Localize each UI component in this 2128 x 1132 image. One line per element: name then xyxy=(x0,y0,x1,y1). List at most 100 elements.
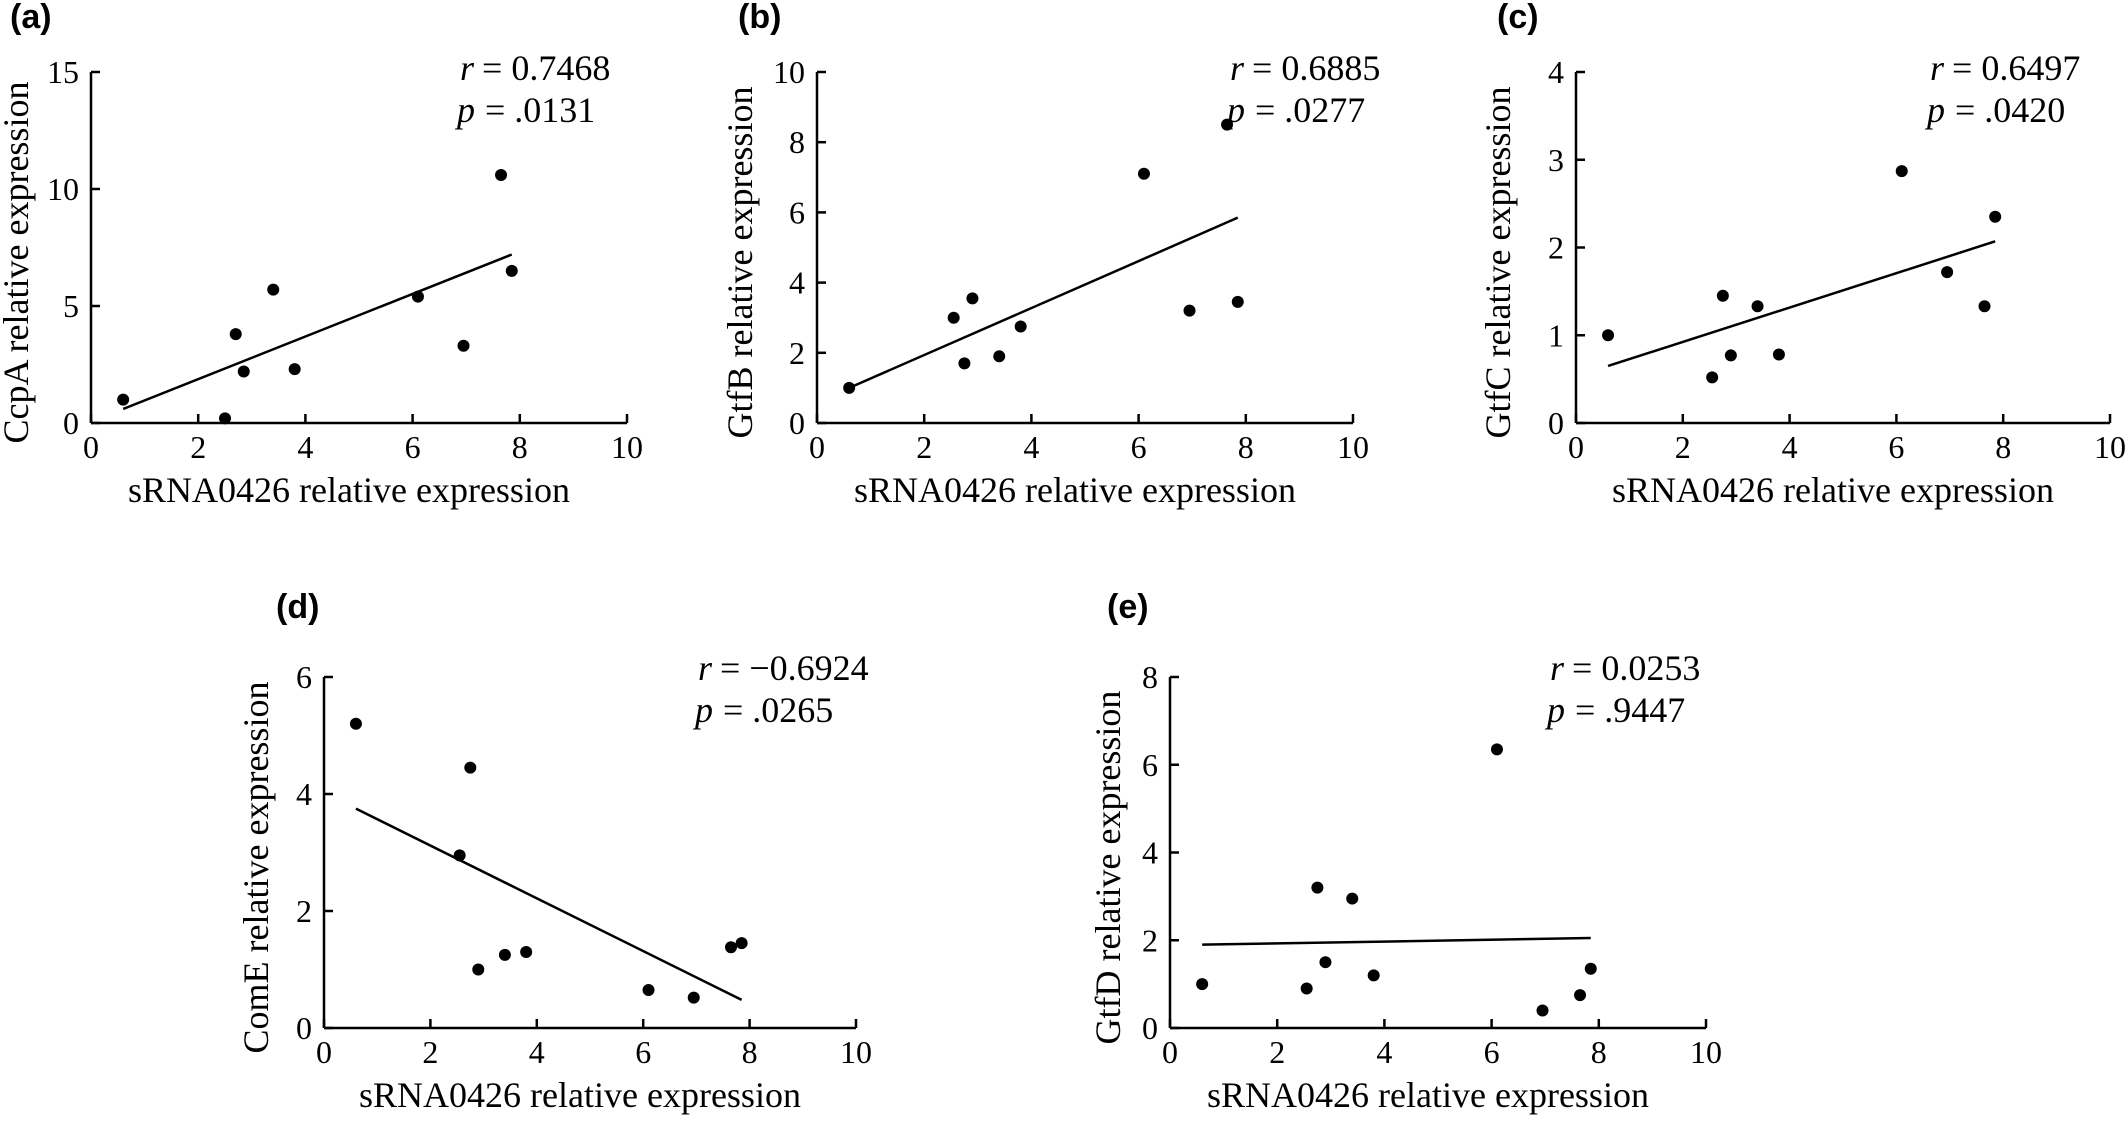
p-statistic: p = .0277 xyxy=(1224,90,1365,130)
y-axis-title: ComE relative expression xyxy=(236,682,276,1054)
r-symbol: r xyxy=(698,648,713,688)
x-tick-label: 0 xyxy=(83,429,99,465)
data-point xyxy=(1978,300,1991,313)
x-tick-label: 10 xyxy=(2094,429,2126,465)
data-point xyxy=(229,328,242,341)
y-tick-label: 0 xyxy=(1142,1010,1158,1046)
data-point xyxy=(495,168,508,181)
x-tick-label: 6 xyxy=(1131,429,1147,465)
r-statistic: r = 0.6885 xyxy=(1230,48,1380,88)
data-point xyxy=(1536,1004,1549,1017)
y-tick-label: 10 xyxy=(47,171,79,207)
y-tick-label: 0 xyxy=(1548,405,1564,441)
data-point xyxy=(1014,320,1027,333)
data-point xyxy=(1895,165,1908,178)
p-statistic: p = .0131 xyxy=(454,90,595,130)
x-tick-label: 10 xyxy=(840,1034,872,1070)
data-point xyxy=(1490,743,1503,756)
y-tick-label: 4 xyxy=(1548,54,1564,90)
data-point xyxy=(966,292,979,305)
data-point xyxy=(1716,289,1729,302)
r-statistic: r = 0.6497 xyxy=(1930,48,2080,88)
y-tick-label: 0 xyxy=(296,1010,312,1046)
p-symbol: p xyxy=(454,90,475,130)
regression-line xyxy=(355,807,743,1002)
r-statistic: r = 0.0253 xyxy=(1550,648,1700,688)
panel-label: (e) xyxy=(1107,588,1149,626)
data-point xyxy=(1319,956,1332,969)
x-tick-label: 2 xyxy=(916,429,932,465)
data-point xyxy=(288,363,301,376)
regression-line xyxy=(1202,936,1591,946)
x-tick-label: 4 xyxy=(529,1034,545,1070)
x-tick-label: 4 xyxy=(1782,429,1798,465)
data-point xyxy=(1584,962,1597,975)
y-tick-label: 8 xyxy=(789,124,805,160)
y-tick-label: 15 xyxy=(47,54,79,90)
y-axis-title: CcpA relative expression xyxy=(0,82,36,444)
x-tick-label: 8 xyxy=(512,429,528,465)
y-tick-label: 0 xyxy=(63,405,79,441)
y-tick-label: 4 xyxy=(1142,835,1158,871)
y-tick-label: 3 xyxy=(1548,142,1564,178)
p-value: = .0277 xyxy=(1255,90,1365,130)
data-point xyxy=(520,945,533,958)
x-tick-label: 0 xyxy=(316,1034,332,1070)
r-value: = 0.7468 xyxy=(482,48,610,88)
x-tick-label: 0 xyxy=(1568,429,1584,465)
panel-label: (c) xyxy=(1497,0,1539,36)
x-axis-title: sRNA0426 relative expression xyxy=(1207,1075,1649,1115)
r-value: = −0.6924 xyxy=(720,648,869,688)
data-point xyxy=(1989,210,2002,223)
p-statistic: p = .0265 xyxy=(692,690,833,730)
data-point xyxy=(1137,167,1150,180)
y-tick-label: 5 xyxy=(63,288,79,324)
data-point xyxy=(1196,978,1209,991)
x-tick-label: 2 xyxy=(422,1034,438,1070)
data-point xyxy=(1724,349,1737,362)
r-value: = 0.6885 xyxy=(1252,48,1380,88)
data-point xyxy=(464,761,477,774)
chart-panel-e: (e) 0 2 4 6 8 10 0 2 4 6 8 sRNA0426 relative express… xyxy=(1088,588,1722,1115)
panel-label: (a) xyxy=(10,0,52,36)
p-value: = .0131 xyxy=(485,90,595,130)
data-point xyxy=(735,937,748,950)
x-tick-label: 4 xyxy=(1376,1034,1392,1070)
p-symbol: p xyxy=(1924,90,1945,130)
x-tick-label: 2 xyxy=(190,429,206,465)
regression-line xyxy=(1607,240,1996,368)
x-tick-label: 10 xyxy=(1337,429,1369,465)
regression-line xyxy=(848,216,1239,390)
x-tick-label: 0 xyxy=(1162,1034,1178,1070)
data-point xyxy=(1602,329,1615,342)
x-tick-label: 6 xyxy=(405,429,421,465)
x-axis-title: sRNA0426 relative expression xyxy=(128,470,570,510)
r-statistic: r = 0.7468 xyxy=(460,48,610,88)
data-point xyxy=(1367,969,1380,982)
p-value: = .0265 xyxy=(723,690,833,730)
y-axis-title: GtfC relative expression xyxy=(1478,87,1518,439)
x-tick-label: 8 xyxy=(1238,429,1254,465)
x-tick-label: 8 xyxy=(742,1034,758,1070)
x-axis-title: sRNA0426 relative expression xyxy=(1612,470,2054,510)
data-point xyxy=(219,412,231,425)
y-tick-label: 2 xyxy=(1142,922,1158,958)
data-point xyxy=(1941,266,1954,279)
y-tick-label: 10 xyxy=(773,54,805,90)
data-point xyxy=(1772,348,1785,361)
data-point xyxy=(1574,989,1587,1002)
chart-panel-d: (d) 0 2 4 6 8 10 0 2 4 6 sRNA0426 relative expressi… xyxy=(236,588,872,1115)
y-tick-label: 6 xyxy=(1142,747,1158,783)
data-point xyxy=(724,941,737,954)
x-tick-label: 4 xyxy=(1023,429,1039,465)
x-tick-label: 2 xyxy=(1269,1034,1285,1070)
data-point xyxy=(117,393,130,406)
data-point xyxy=(958,357,971,370)
data-point xyxy=(453,849,466,862)
data-point xyxy=(947,311,960,324)
data-point xyxy=(1751,300,1764,313)
x-tick-label: 6 xyxy=(635,1034,651,1070)
data-point xyxy=(267,283,280,296)
p-value: = .9447 xyxy=(1575,690,1685,730)
